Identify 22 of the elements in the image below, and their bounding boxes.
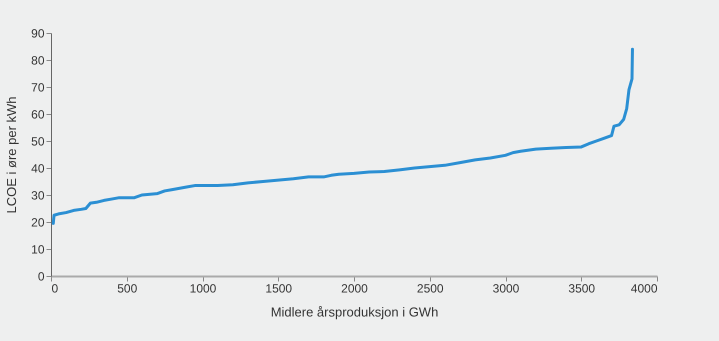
x-tick-label: 3000 xyxy=(492,282,520,296)
x-tick-label: 2500 xyxy=(416,282,444,296)
x-tick-label: 0 xyxy=(52,282,58,296)
x-tick-label: 1500 xyxy=(265,282,292,296)
y-axis-title: LCOE i øre per kWh xyxy=(4,96,20,214)
line-series xyxy=(52,48,634,225)
y-tick-label: 40 xyxy=(31,162,45,176)
y-tick-label: 0 xyxy=(38,270,45,284)
y-tick-label: 70 xyxy=(31,80,45,94)
x-tick-label: 1000 xyxy=(190,282,217,296)
y-tick-label: 20 xyxy=(31,216,45,230)
y-tick-label: 30 xyxy=(31,188,45,202)
x-tick-label: 3500 xyxy=(568,282,596,296)
x-tick-label: 2000 xyxy=(341,282,368,296)
x-tick-label: 4000 xyxy=(630,282,658,296)
y-tick-label: 10 xyxy=(31,242,45,256)
y-tick-label: 80 xyxy=(31,54,45,68)
y-tick-label: 90 xyxy=(31,26,45,40)
x-tick-label: 500 xyxy=(117,282,138,296)
y-tick-label: 50 xyxy=(31,134,45,148)
x-axis-title: Midlere årsproduksjon i GWh xyxy=(270,304,438,320)
y-tick-label: 60 xyxy=(31,108,45,122)
